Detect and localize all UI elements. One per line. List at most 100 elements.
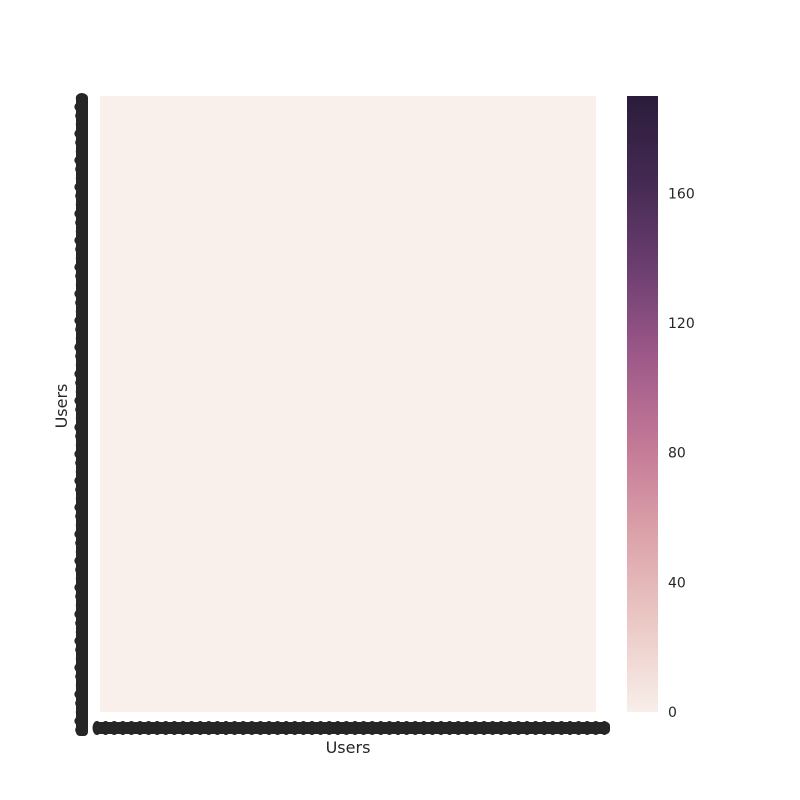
y-tick-label-glyph	[75, 627, 88, 637]
x-tick-label-glyph	[152, 721, 162, 735]
y-tick-label-glyph	[75, 440, 88, 451]
y-tick-label-glyph	[75, 564, 88, 575]
colorbar-tick-label: 80	[668, 446, 686, 462]
y-tick-label-glyph	[75, 431, 88, 442]
x-tick-label-glyph	[427, 721, 437, 735]
x-tick-label-glyph	[462, 721, 472, 735]
x-tick-label-glyph	[522, 721, 532, 735]
colorbar-tick-label: 160	[668, 186, 695, 202]
colorbar-tick-label: 120	[668, 316, 695, 332]
x-tick-label-glyph	[341, 721, 351, 735]
y-tick-label-glyph	[74, 342, 87, 353]
y-tick-label-glyph	[75, 698, 88, 709]
x-tick-label-glyph	[135, 721, 145, 735]
x-tick-label-glyph	[92, 721, 102, 735]
y-tick-label-glyph	[75, 520, 88, 531]
y-tick-label-glyph	[74, 502, 87, 513]
y-tick-label-glyph	[74, 235, 87, 246]
x-tick-label-glyph	[402, 721, 412, 735]
y-tick-label-glyph	[75, 724, 88, 735]
y-tick-label-glyph	[75, 173, 88, 184]
y-tick-label-glyph	[75, 600, 88, 611]
y-tick-label-glyph	[75, 618, 88, 629]
y-tick-label-glyph	[75, 644, 88, 655]
x-tick-label-glyph	[436, 721, 446, 735]
y-tick-label-glyph	[75, 484, 88, 495]
x-tick-label-glyph	[109, 721, 119, 735]
y-tick-label-glyph	[75, 671, 88, 682]
y-tick-label-glyph	[75, 253, 88, 264]
colorbar-tick-label: 0	[668, 705, 677, 721]
y-tick-label-glyph	[75, 404, 88, 415]
y-tick-label-glyph	[75, 457, 88, 468]
y-tick-label-glyph	[74, 582, 87, 593]
x-tick-label-glyph	[169, 721, 179, 735]
x-tick-label-glyph	[187, 721, 197, 735]
x-tick-label-glyph	[324, 721, 334, 735]
x-tick-label-glyph	[290, 721, 300, 735]
x-tick-label-glyph	[410, 721, 420, 735]
y-tick-label-glyph	[74, 101, 87, 112]
x-tick-label-glyph	[591, 721, 601, 735]
y-tick-label-glyph	[75, 146, 88, 157]
x-tick-label-glyph	[298, 721, 308, 735]
x-tick-label-glyph	[496, 721, 506, 735]
y-tick-label-glyph	[75, 137, 88, 148]
x-tick-label-glyph	[453, 721, 463, 735]
y-tick-label-glyph	[75, 279, 88, 290]
x-tick-label-glyph	[376, 721, 386, 735]
x-tick-label-glyph	[531, 721, 541, 735]
x-tick-label-glyph	[419, 721, 429, 735]
y-tick-label-glyph	[74, 368, 87, 379]
y-tick-label-glyph	[75, 538, 88, 548]
y-axis-label: Users	[52, 384, 71, 429]
y-tick-label-glyph	[75, 511, 88, 522]
y-tick-label-glyph	[75, 271, 88, 281]
y-tick-label-glyph	[74, 128, 87, 139]
x-tick-label-glyph	[178, 721, 188, 735]
colorbar-tick-labels: 0 40 80 120 160	[668, 186, 695, 721]
heatmap-cell-area	[100, 96, 596, 712]
colorbar: 0 40 80 120 160	[627, 96, 695, 721]
y-tick-label-glyph	[75, 199, 88, 210]
y-tick-label-glyph	[75, 119, 88, 130]
x-tick-label-glyph	[599, 721, 609, 735]
y-tick-label-glyph	[75, 413, 88, 424]
x-tick-label-glyph	[126, 721, 136, 735]
y-tick-label-glyph	[75, 351, 88, 362]
y-tick-label-glyph	[75, 493, 88, 504]
y-tick-label-glyph	[74, 182, 87, 192]
x-tick-label-glyph	[255, 721, 265, 735]
x-tick-label-glyph	[238, 721, 248, 735]
x-tick-label-glyph	[539, 721, 549, 735]
x-tick-label-glyph	[118, 721, 128, 735]
colorbar-tick-label: 40	[668, 575, 686, 591]
x-tick-label-glyph	[247, 721, 257, 735]
x-tick-label-glyph	[350, 721, 360, 735]
x-tick-label-glyph	[479, 721, 489, 735]
y-tick-labels	[74, 93, 88, 736]
heatmap-cells	[100, 96, 596, 712]
y-tick-label-glyph	[75, 466, 88, 477]
y-tick-label-glyph	[75, 573, 88, 584]
x-tick-label-glyph	[161, 721, 171, 735]
colorbar-bar	[627, 96, 658, 712]
y-tick-label-glyph	[74, 315, 87, 326]
y-tick-label-glyph	[74, 395, 87, 406]
x-tick-label-glyph	[548, 721, 558, 735]
y-tick-label-glyph	[75, 297, 88, 308]
y-tick-label-glyph	[75, 333, 88, 344]
x-tick-label-glyph	[204, 721, 214, 735]
y-tick-label-glyph	[75, 377, 88, 388]
y-tick-label-glyph	[75, 164, 88, 175]
y-tick-label-glyph	[74, 262, 87, 273]
y-tick-label-glyph	[74, 529, 87, 540]
x-tick-label-glyph	[230, 721, 240, 735]
x-tick-label-glyph	[273, 721, 283, 735]
x-tick-label-glyph	[556, 721, 566, 735]
y-tick-label-glyph	[74, 155, 87, 166]
x-tick-label-glyph	[470, 721, 480, 735]
x-tick-label-glyph	[445, 721, 455, 735]
x-tick-label-glyph	[101, 721, 111, 735]
